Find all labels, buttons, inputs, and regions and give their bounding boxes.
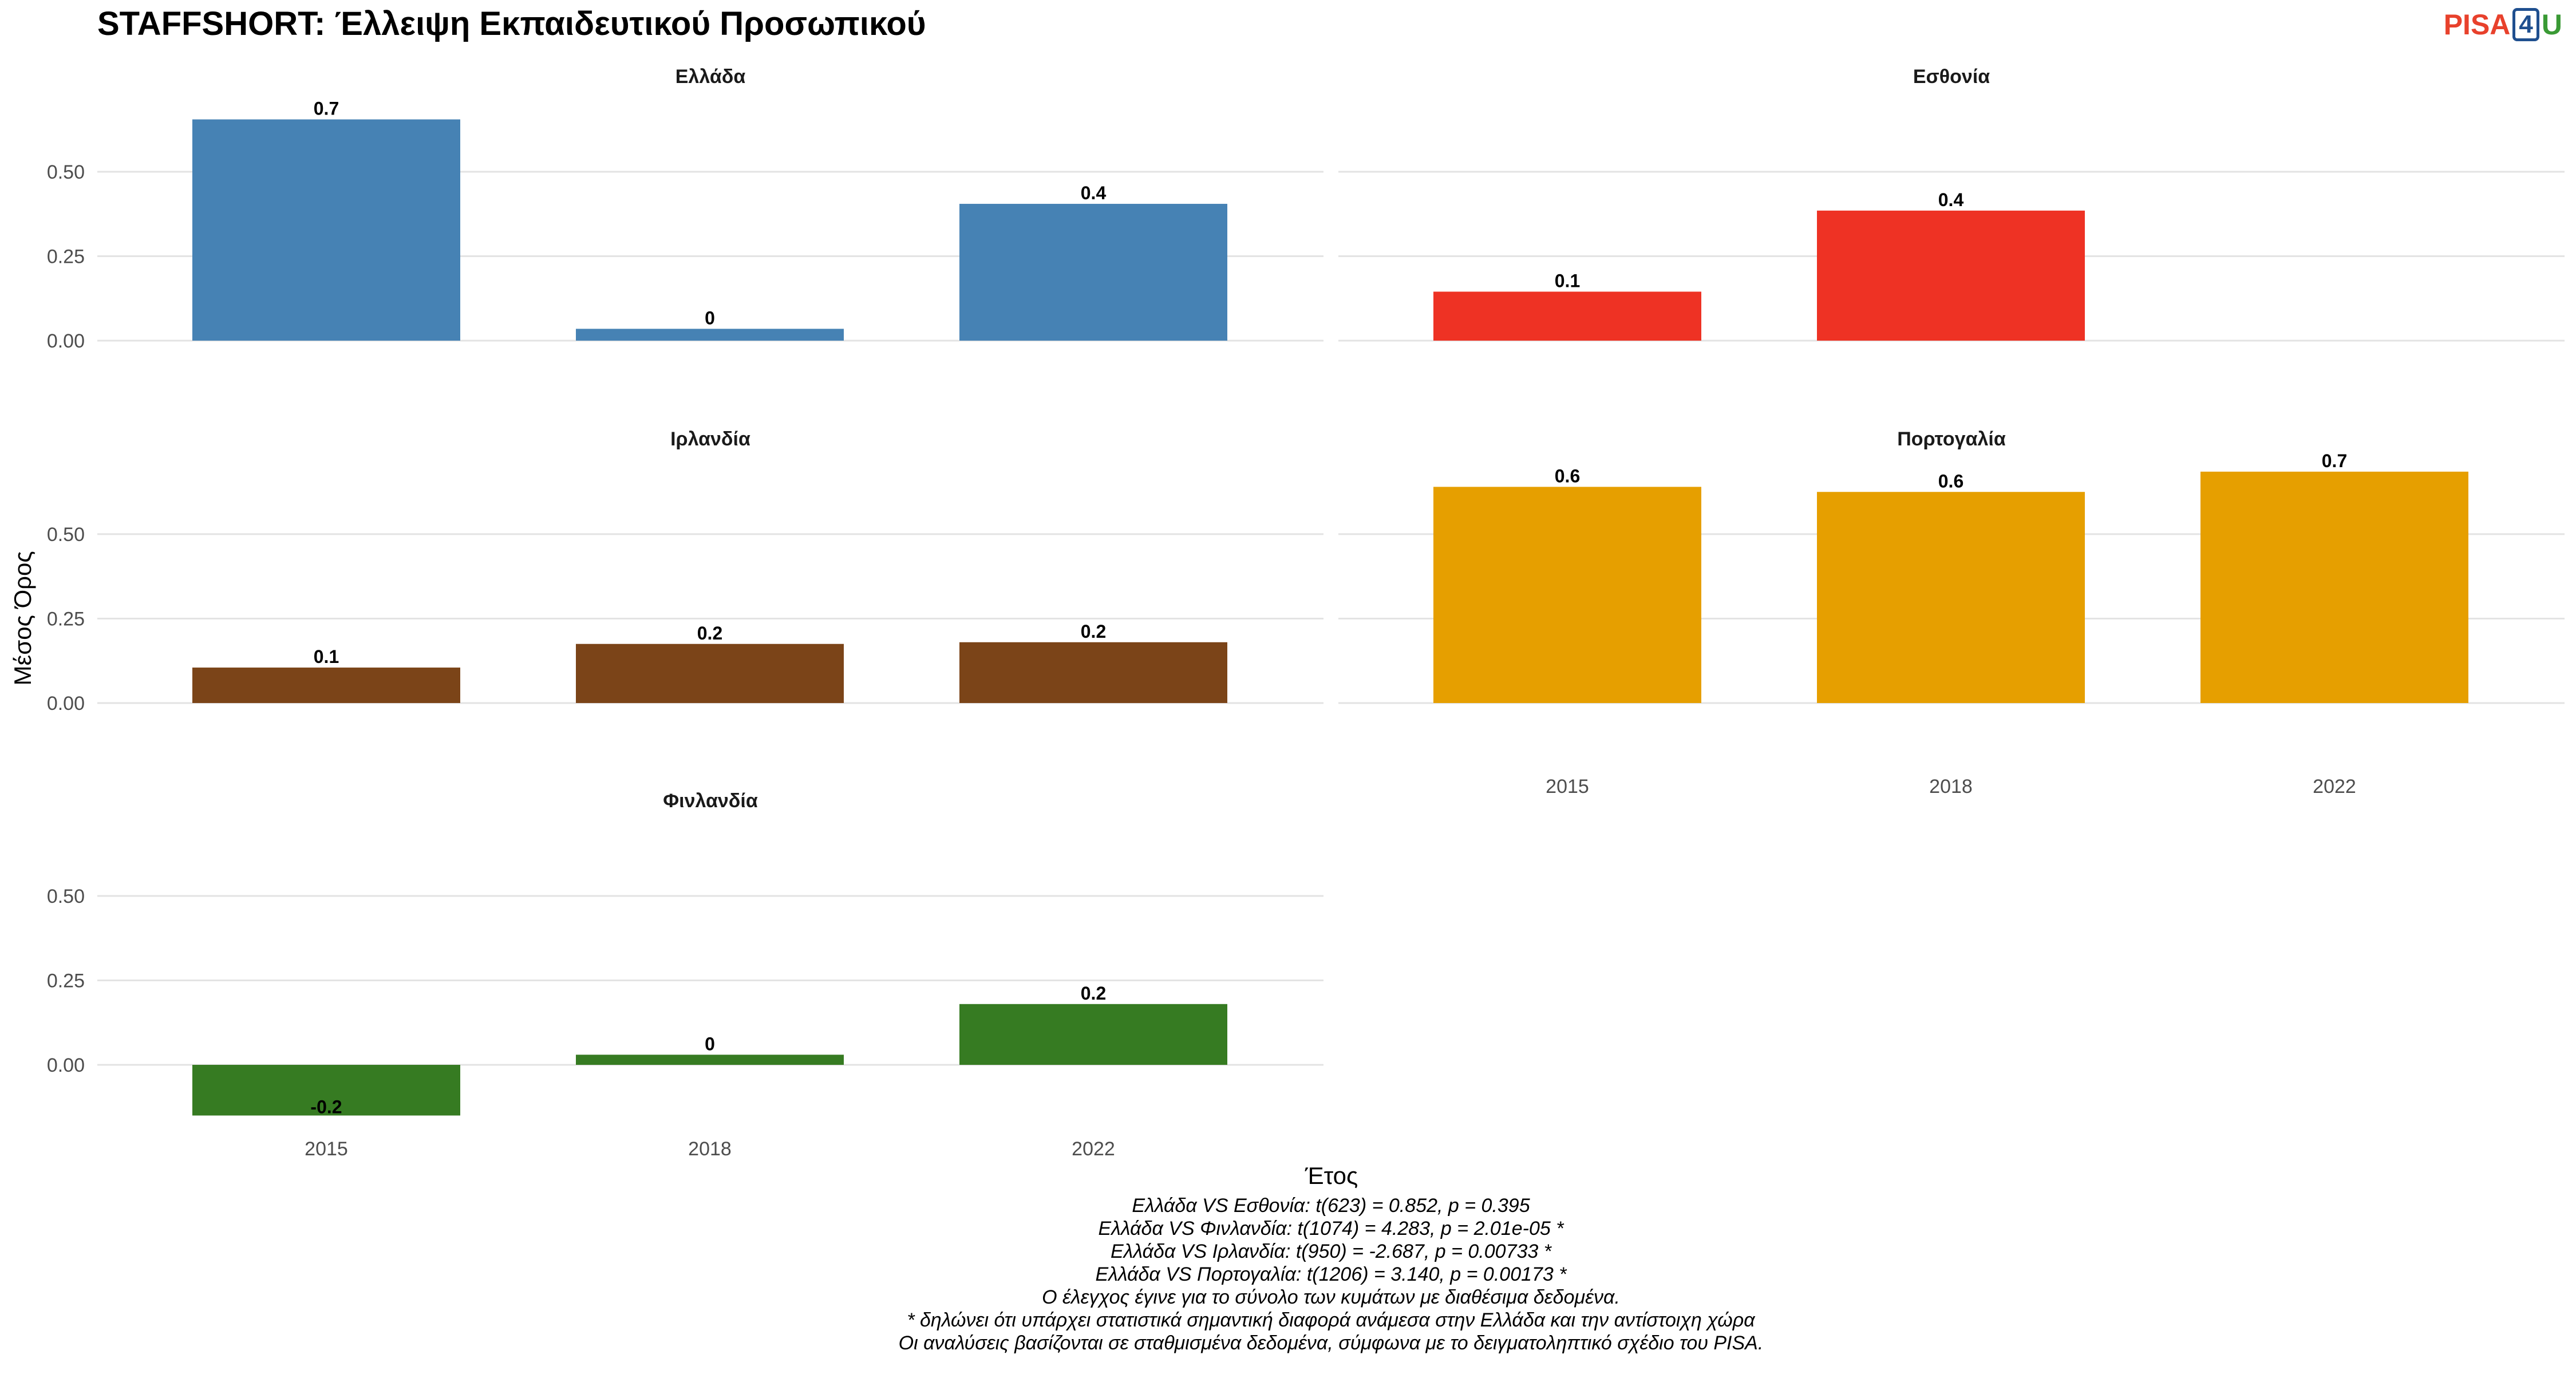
caption-line: Ελλάδα VS Φινλανδία: t(1074) = 4.283, p …	[1098, 1218, 1564, 1239]
data-label: 0	[705, 1033, 715, 1054]
bar	[1433, 487, 1701, 703]
data-label: 0.1	[314, 646, 339, 667]
data-label: 0.2	[1081, 983, 1106, 1004]
bar	[959, 204, 1227, 341]
x-tick-label: 2015	[305, 1138, 348, 1160]
bar	[576, 329, 844, 341]
x-tick-label: 2018	[688, 1138, 732, 1160]
caption-line: Ελλάδα VS Ιρλανδία: t(950) = -2.687, p =…	[1111, 1241, 1551, 1262]
data-label: 0.2	[1081, 621, 1106, 642]
chart-title: STAFFSHORT: Έλλειψη Εκπαιδευτικού Προσωπ…	[97, 5, 926, 42]
y-tick-label: 0.00	[47, 330, 85, 352]
caption-line: * δηλώνει ότι υπάρχει στατιστικά σημαντι…	[907, 1309, 1755, 1331]
data-label: 0.7	[314, 98, 339, 119]
data-label: 0.4	[1938, 189, 1964, 210]
x-tick-label: 2022	[2313, 776, 2356, 797]
panel-title: Ελλάδα	[675, 66, 746, 88]
x-axis-title: Έτος	[1305, 1162, 1358, 1189]
data-label: -0.2	[310, 1097, 342, 1118]
y-tick-label: 0.00	[47, 693, 85, 714]
y-tick-label: 0.50	[47, 161, 85, 183]
bar	[959, 642, 1227, 703]
faceted-bar-chart: 0.000.250.50Ελλάδα0.700.4Εσθονία0.10.40.…	[9, 66, 2565, 1189]
data-label: 0.2	[697, 623, 722, 643]
y-axis-title: Μέσος Όρος	[9, 551, 36, 686]
caption-line: Ο έλεγχος έγινε για το σύνολο των κυμάτω…	[1042, 1286, 1620, 1308]
y-tick-label: 0.50	[47, 886, 85, 907]
panel-title: Εσθονία	[1913, 66, 1990, 88]
bar	[2200, 471, 2468, 703]
bar	[1817, 210, 2085, 341]
data-label: 0.6	[1938, 471, 1963, 491]
pisa4u-logo: PISA 4 U	[2444, 8, 2562, 41]
x-tick-label: 2022	[1072, 1138, 1115, 1160]
bar	[192, 668, 460, 703]
chart-caption: Ελλάδα VS Εσθονία: t(623) = 0.852, p = 0…	[687, 1194, 1975, 1355]
caption-line: Ελλάδα VS Πορτογαλία: t(1206) = 3.140, p…	[1095, 1264, 1567, 1285]
panel-2: Εσθονία 0.1 0.4	[1338, 66, 2565, 342]
data-label: 0.6	[1555, 465, 1580, 486]
panel-3: 0.00 0.25 0.50 Ιρλανδία 0.1 0.2 0.2	[47, 428, 1323, 714]
bar	[576, 643, 844, 703]
bar	[576, 1055, 844, 1065]
bar	[192, 119, 460, 341]
bar	[192, 1065, 460, 1116]
logo-text-pisa: PISA	[2443, 9, 2511, 41]
panel-title: Ιρλανδία	[670, 428, 750, 450]
y-tick-label: 0.50	[47, 524, 85, 546]
x-tick-label: 2018	[1929, 776, 1973, 797]
bar	[1433, 291, 1701, 341]
caption-line: Οι αναλύσεις βασίζονται σε σταθμισμένα δ…	[898, 1332, 1764, 1354]
panel-1: 0.00 0.25 0.50 Ελλάδα 0.7 0 0.4	[47, 66, 1323, 352]
logo-text-u: U	[2541, 9, 2562, 41]
y-tick-label: 0.25	[47, 609, 85, 630]
data-label: 0	[705, 307, 715, 328]
bar	[959, 1004, 1227, 1065]
bar	[1817, 492, 2085, 703]
panel-4: Πορτογαλία 0.6 0.6 0.7	[1338, 428, 2565, 704]
logo-text-4: 4	[2512, 8, 2539, 41]
y-tick-label: 0.25	[47, 246, 85, 268]
panel-5: 0.00 0.25 0.50 Φινλανδία -0.2 0 0.2	[47, 790, 1323, 1118]
data-label: 0.1	[1555, 270, 1580, 291]
caption-line: Ελλάδα VS Εσθονία: t(623) = 0.852, p = 0…	[1132, 1195, 1530, 1217]
x-tick-label: 2015	[1546, 776, 1589, 797]
data-label: 0.4	[1081, 183, 1107, 203]
panel-title: Φινλανδία	[663, 790, 758, 812]
y-tick-label: 0.25	[47, 970, 85, 992]
panel-title: Πορτογαλία	[1897, 428, 2006, 450]
y-tick-label: 0.00	[47, 1055, 85, 1076]
data-label: 0.7	[2322, 451, 2347, 471]
